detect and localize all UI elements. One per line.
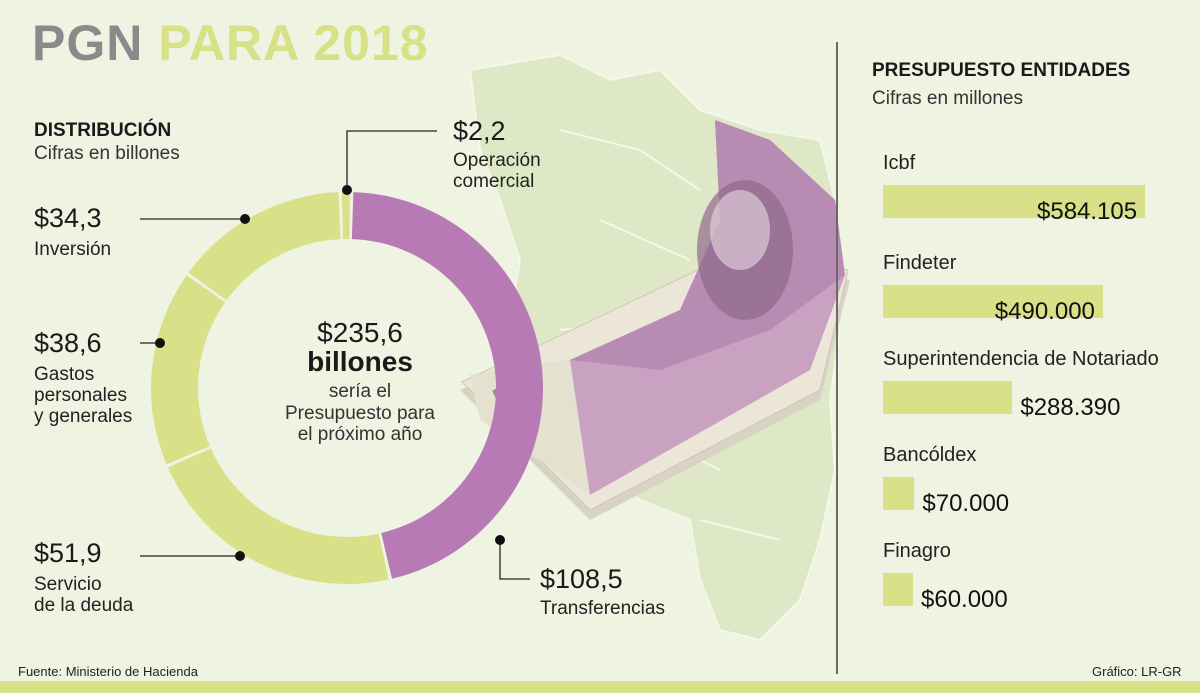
donut-slice-2 [167, 448, 389, 584]
entity-name: Icbf [883, 152, 916, 174]
description-line-1: sería el [328, 380, 392, 402]
entity-value-label: $60.000 [921, 586, 1008, 613]
leader-line-0 [346, 130, 437, 190]
entity-row-findeter: Findeter $490.000 [883, 252, 1183, 324]
entity-value-label: $288.390 [1020, 394, 1121, 421]
entity-value-label: $70.000 [922, 490, 1010, 517]
leader-dot-4 [240, 214, 250, 224]
entity-bar [883, 477, 915, 510]
entities-subheading: Cifras en millones [872, 88, 1023, 109]
entity-value-label: $584.105 [1037, 198, 1138, 225]
source-note: Fuente: Ministerio de Hacienda [18, 664, 198, 679]
entity-bar [883, 573, 913, 606]
donut-slice-1 [351, 192, 543, 579]
label-line: Gastos [34, 364, 95, 385]
slice-category-label: Operación comercial [453, 150, 541, 193]
total-budget-value: $235,6 [317, 317, 403, 348]
slice-value-label: $108,5 [540, 564, 623, 594]
leader-dot-3 [155, 338, 165, 348]
slice-value-label: $38,6 [34, 328, 102, 358]
entity-name: Finagro [883, 540, 951, 562]
callout-inversion: $34,3 Inversión [34, 205, 111, 261]
entity-row-bancoldex: Bancóldex $70.000 [883, 444, 1183, 516]
callout-gastos-personales: $38,6 Gastos personales y generales [34, 330, 132, 428]
total-budget-unit: billones [307, 346, 413, 378]
description-line-2: Presupuesto para [285, 402, 435, 424]
entity-name: Superintendencia de Notariado [883, 348, 1159, 370]
donut-slice-3 [150, 275, 226, 465]
label-line: personales [34, 384, 127, 406]
leader-dot-0 [342, 185, 352, 195]
distribution-subheading: Cifras en billones [34, 143, 180, 164]
entity-row-finagro: Finagro $60.000 [883, 540, 1183, 612]
slice-value-label: $2,2 [453, 116, 506, 146]
title-part-2: PARA 2018 [158, 15, 429, 71]
slice-category-label: Gastos personales y generales [34, 364, 133, 428]
leader-dot-2 [235, 551, 245, 561]
donut-chart [140, 130, 543, 584]
footer-accent-line [0, 681, 1200, 693]
slice-value-label: $51,9 [34, 538, 102, 568]
entity-bar [883, 381, 1013, 414]
label-line: Inversión [34, 239, 112, 260]
slice-category-label: Servicio de la deuda [34, 574, 134, 617]
credit-note: Gráfico: LR-GR [1092, 664, 1182, 679]
label-line: y generales [34, 405, 133, 427]
leader-dot-1 [495, 535, 505, 545]
title-part-1: PGN [32, 15, 144, 71]
entity-bar [883, 285, 1103, 318]
entity-value-label: $490.000 [994, 298, 1095, 325]
entity-name: Findeter [883, 252, 957, 274]
entity-name: Bancóldex [883, 444, 977, 466]
slice-value-label: $34,3 [34, 203, 102, 233]
entity-row-icbf: Icbf $584.105 [883, 152, 1183, 224]
entities-heading: PRESUPUESTO ENTIDADES [872, 60, 1131, 81]
donut-slice-4 [188, 192, 341, 301]
donut-center-text: $235,6 billones sería el Presupuesto par… [240, 318, 480, 446]
label-line: Transferencias [540, 598, 665, 619]
entity-bar [883, 185, 1145, 218]
leader-line-1 [499, 540, 530, 580]
slice-category-label: Inversión [34, 239, 112, 261]
label-line: comercial [453, 170, 535, 192]
distribution-heading: DISTRIBUCIÓN [34, 120, 172, 141]
page-title: PGN PARA 2018 [32, 18, 429, 68]
total-budget-description: sería el Presupuesto para el próximo año [240, 381, 480, 447]
label-line: de la deuda [34, 594, 134, 616]
callout-transferencias: $108,5 Transferencias [540, 566, 665, 620]
callout-servicio-deuda: $51,9 Servicio de la deuda [34, 540, 133, 617]
entity-row-superintendencia: Superintendencia de Notariado $288.390 [883, 348, 1193, 420]
callout-operacion-comercial: $2,2 Operación comercial [453, 118, 541, 193]
donut-slice-0 [341, 191, 350, 240]
section-divider [836, 42, 838, 674]
label-line: Operación [453, 150, 541, 171]
slice-category-label: Transferencias [540, 598, 665, 620]
description-line-3: el próximo año [297, 424, 423, 446]
label-line: Servicio [34, 574, 102, 595]
